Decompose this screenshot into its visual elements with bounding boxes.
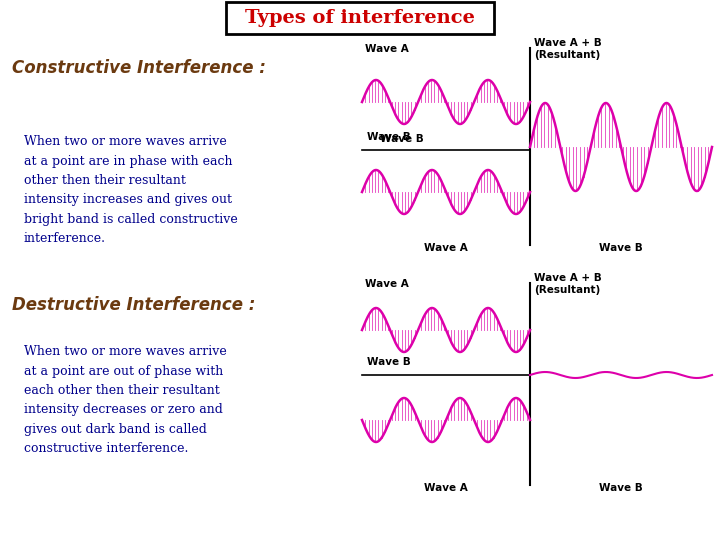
Text: When two or more waves arrive
at a point are in phase with each
other then their: When two or more waves arrive at a point… <box>24 135 238 246</box>
Text: Wave A: Wave A <box>365 279 409 289</box>
Text: Wave A: Wave A <box>424 243 468 253</box>
Text: Wave A: Wave A <box>424 483 468 493</box>
Text: Wave A + B: Wave A + B <box>534 38 602 48</box>
Text: Types of interference: Types of interference <box>245 9 475 27</box>
Text: Wave B: Wave B <box>380 134 424 144</box>
Text: Destructive Interference :: Destructive Interference : <box>12 296 256 314</box>
Text: Wave A: Wave A <box>365 44 409 54</box>
Text: Wave B: Wave B <box>367 357 410 367</box>
FancyBboxPatch shape <box>226 2 494 34</box>
Text: (Resultant): (Resultant) <box>534 285 600 295</box>
Text: When two or more waves arrive
at a point are out of phase with
each other then t: When two or more waves arrive at a point… <box>24 345 227 456</box>
Text: Wave B: Wave B <box>599 483 643 493</box>
Text: (Resultant): (Resultant) <box>534 50 600 60</box>
Text: Wave B: Wave B <box>367 132 410 142</box>
Text: Wave A + B: Wave A + B <box>534 273 602 283</box>
Text: Constructive Interference :: Constructive Interference : <box>12 59 266 77</box>
Text: Wave B: Wave B <box>599 243 643 253</box>
